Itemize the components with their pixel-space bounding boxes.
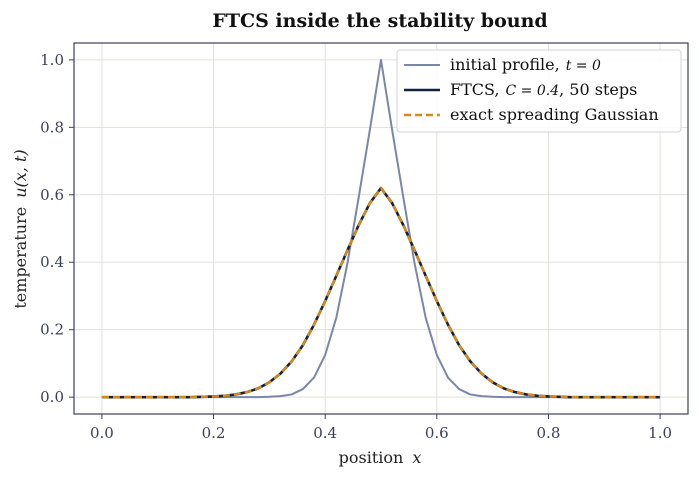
legend: initial profile, t = 0 FTCS, C = 0.4, 50 s…: [396, 49, 682, 133]
y-axis-label-var: u(x, t): [11, 149, 30, 197]
y-tick-label: 0.8: [40, 118, 64, 136]
plot-lines: [101, 58, 661, 399]
legend-label-initial: initial profile, t = 0: [450, 55, 601, 74]
y-axis-label-text: temperature: [11, 207, 30, 309]
y-tick-label: 1.0: [40, 51, 64, 69]
x-tick-label: 0.4: [313, 424, 337, 442]
y-tick-label: 0.2: [40, 321, 64, 339]
x-tick-label: 0.6: [425, 424, 449, 442]
y-tick-label: 0.6: [40, 186, 64, 204]
x-axis-label-text: position: [339, 448, 404, 467]
legend-label-exact: exact spreading Gaussian: [450, 105, 659, 124]
legend-label-initial-text: initial profile,: [450, 55, 560, 74]
legend-box: [396, 49, 682, 133]
legend-label-ftcs-text: FTCS,: [450, 80, 500, 99]
x-tick-label: 0.0: [90, 424, 114, 442]
plot-frame: [73, 42, 689, 415]
legend-label-initial-math: t = 0: [566, 58, 601, 74]
y-tick-label: 0.4: [40, 253, 64, 271]
legend-label-ftcs-math: C = 0.4: [506, 83, 560, 99]
y-tick-label: 0.0: [40, 388, 64, 406]
legend-label-ftcs: FTCS, C = 0.4, 50 steps: [450, 80, 637, 99]
series-ftcs: [101, 186, 661, 399]
y-axis-label: temperature u(x, t): [11, 149, 30, 308]
x-axis-label-var: x: [412, 448, 421, 467]
chart-title: FTCS inside the stability bound: [212, 10, 547, 32]
x-tick-label: 1.0: [648, 424, 672, 442]
series-exact-gaussian: [101, 186, 661, 399]
x-axis-label: position x: [339, 448, 422, 467]
ticks: 0.0 0.2 0.4 0.6 0.8 1.0 0.0 0.2 0.4 0.6 0.8 1.0: [40, 51, 672, 442]
x-tick-label: 0.8: [537, 424, 561, 442]
x-tick-label: 0.2: [202, 424, 226, 442]
legend-label-ftcs-suffix: , 50 steps: [559, 80, 637, 99]
